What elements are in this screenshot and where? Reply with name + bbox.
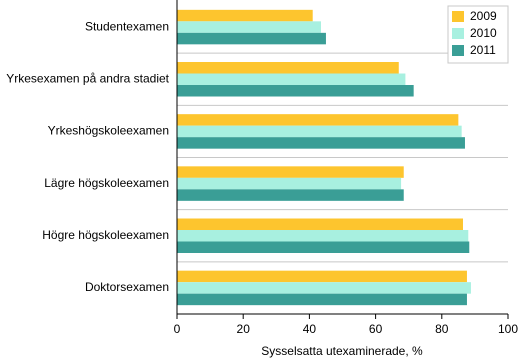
bar	[177, 137, 465, 149]
bar	[177, 270, 467, 283]
bar	[177, 85, 414, 97]
y-tick-label: Yrkesexamen på andra stadiet	[6, 71, 169, 85]
y-tick-label: Lägre högskoleexamen	[44, 176, 169, 190]
bar	[177, 230, 469, 242]
y-tick-label: Studentexamen	[85, 19, 169, 33]
bar	[177, 177, 402, 190]
bar	[177, 73, 406, 85]
legend-label: 2009	[470, 9, 497, 23]
legend-label: 2010	[470, 26, 497, 40]
legend-label: 2011	[470, 43, 496, 57]
legend-swatch	[452, 45, 464, 56]
bar	[177, 32, 326, 45]
x-tick-label: 100	[498, 322, 518, 336]
bar	[177, 218, 463, 230]
x-tick-label: 0	[174, 322, 181, 336]
bar	[177, 62, 399, 74]
bar	[177, 166, 404, 178]
bar	[177, 241, 470, 253]
y-tick-label: Högre högskoleexamen	[42, 228, 169, 242]
legend-swatch	[452, 11, 464, 22]
x-tick-label: 40	[303, 322, 317, 336]
bar	[177, 125, 462, 138]
bar	[177, 9, 313, 22]
bar	[177, 189, 404, 201]
y-tick-label: Yrkeshögskoleexamen	[48, 124, 169, 138]
x-tick-label: 20	[237, 322, 251, 336]
bar	[177, 114, 459, 126]
x-tick-label: 80	[435, 322, 449, 336]
bar	[177, 293, 467, 306]
bar	[177, 21, 321, 33]
y-tick-label: Doktorsexamen	[85, 280, 169, 294]
x-axis-label: Sysselsatta utexaminerade, %	[261, 344, 423, 358]
bar	[177, 282, 471, 294]
legend-swatch	[452, 28, 464, 39]
x-tick-label: 60	[369, 322, 383, 336]
